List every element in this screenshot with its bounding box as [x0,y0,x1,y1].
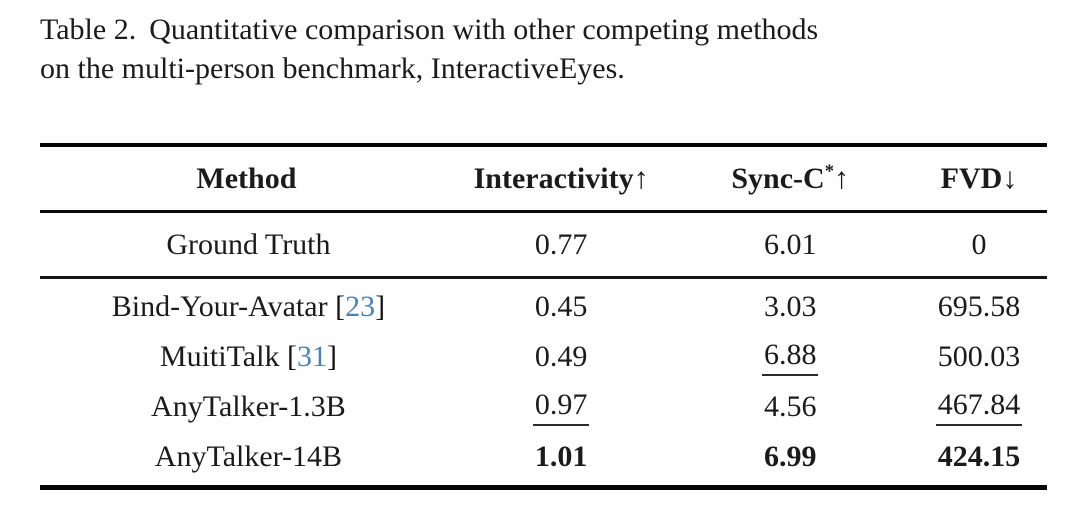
method-cell: MuitiTalk [31] [40,340,453,374]
value-cell: 0.49 [453,340,670,374]
down-arrow-icon: ↓ [1002,161,1018,195]
value-cell: 0 [911,228,1047,262]
value-cell: 6.99 [669,440,911,474]
superscript-star: * [824,160,835,182]
column-header-interactivity: Interactivity↑ [453,162,670,196]
table-caption: Table 2. Quantitative comparison with oth… [40,10,1025,88]
metric-value: 6.88 [761,338,819,376]
citation-number[interactable]: 31 [296,340,327,373]
metric-value: 0.97 [532,388,590,426]
metric-value: 4.56 [763,390,817,423]
method-cell: Bind-Your-Avatar [23] [40,290,453,324]
up-arrow-icon: ↑ [834,161,850,195]
value-cell: 0.45 [453,290,670,324]
method-cell: AnyTalker-14B [40,440,453,474]
results-table: Method Interactivity↑ Sync-C*↑ FVD↓ Ground … [40,143,1047,490]
column-label: Method [196,161,297,195]
metric-value: 500.03 [937,340,1021,373]
metric-value: 695.58 [937,290,1021,323]
value-cell: 6.88 [669,338,911,376]
column-header-method: Method [40,162,453,196]
value-cell: 0.77 [453,228,670,262]
up-arrow-icon: ↑ [633,161,649,195]
value-cell: 500.03 [911,340,1047,374]
value-cell: 6.01 [669,228,911,262]
column-label: Sync-C [731,161,825,195]
caption-label: Table 2. [40,13,137,46]
table-row: AnyTalker-1.3B 0.97 4.56 467.84 [40,382,1047,432]
metric-value: 1.01 [534,440,588,473]
citation-number[interactable]: 23 [345,290,376,323]
method-name: AnyTalker-1.3B [151,390,346,423]
metric-value: 6.99 [763,440,817,473]
value-cell: 424.15 [911,440,1047,474]
method-name: Bind-Your-Avatar [111,290,328,323]
metric-value: 0 [971,227,987,261]
value-cell: 467.84 [911,388,1047,426]
table-header-row: Method Interactivity↑ Sync-C*↑ FVD↓ [40,147,1047,213]
metric-value: 0.45 [534,290,588,323]
metric-value: 467.84 [935,388,1023,426]
table-row: MuitiTalk [31] 0.49 6.88 500.03 [40,332,1047,382]
column-label: Interactivity [473,161,634,195]
citation-link[interactable]: [31] [279,340,337,373]
method-cell: AnyTalker-1.3B [40,390,453,424]
metric-value: 0.49 [534,340,588,373]
metric-value: 3.03 [763,290,817,323]
method-name: Ground Truth [166,227,331,261]
value-cell: 1.01 [453,440,670,474]
citation-link[interactable]: [23] [327,290,386,323]
method-name: AnyTalker-14B [154,440,343,473]
table-row: AnyTalker-14B 1.01 6.99 424.15 [40,432,1047,482]
method-cell: Ground Truth [40,228,453,262]
reference-section: Ground Truth 0.77 6.01 0 [40,213,1047,279]
value-cell: 0.97 [453,388,670,426]
methods-section: Bind-Your-Avatar [23] 0.45 3.03 695.58 Muiti… [40,279,1047,485]
metric-value: 424.15 [937,440,1021,473]
column-header-fvd: FVD↓ [911,162,1047,196]
metric-value: 6.01 [763,227,817,261]
method-name: MuitiTalk [159,340,280,373]
value-cell: 3.03 [669,290,911,324]
value-cell: 695.58 [911,290,1047,324]
table-row: Bind-Your-Avatar [23] 0.45 3.03 695.58 [40,282,1047,332]
column-header-sync-c: Sync-C*↑ [669,162,911,196]
column-label: FVD [940,161,1003,195]
caption-line-2: on the multi-person benchmark, Interacti… [40,52,625,85]
metric-value: 0.77 [534,227,588,261]
value-cell: 4.56 [669,390,911,424]
table-row: Ground Truth 0.77 6.01 0 [40,213,1047,276]
caption-line-1: Table 2. Quantitative comparison with oth… [40,10,1025,49]
caption-text: Quantitative comparison with other compe… [149,13,819,46]
